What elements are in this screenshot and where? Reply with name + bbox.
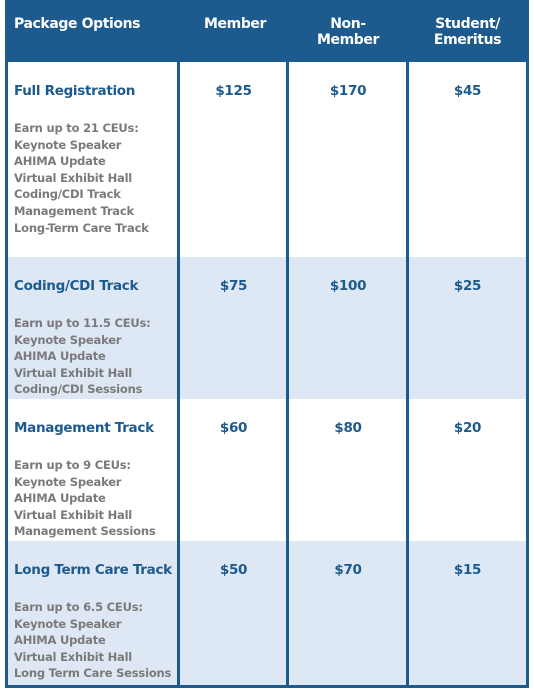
package-detail: Management Track — [14, 204, 134, 218]
price: $20 — [453, 420, 482, 436]
column-divider — [177, 0, 180, 685]
column-header: Member — [204, 16, 267, 32]
package-detail: Long-Term Care Track — [14, 220, 149, 235]
column-header: Non-Member — [316, 16, 380, 48]
row-bg — [8, 541, 526, 685]
package-detail: Earn up to 11.5 CEUs: — [14, 316, 151, 330]
package-detail: Keynote Speaker — [14, 332, 122, 347]
package-detail: Keynote Speaker — [14, 137, 122, 152]
package-detail: Earn up to 9 CEUs: — [14, 458, 131, 472]
package-detail: Virtual Exhibit Hall — [14, 507, 133, 522]
package-detail: Coding/CDI Track — [14, 187, 121, 202]
package-name: Long Term Care Track — [14, 562, 172, 578]
package-detail: Virtual Exhibit Hall — [14, 365, 133, 380]
price: $15 — [453, 562, 482, 578]
price: $100 — [329, 278, 367, 294]
package-detail: AHIMA Update — [14, 154, 106, 169]
price: $25 — [453, 278, 482, 294]
price: $75 — [219, 278, 248, 294]
price: $80 — [334, 420, 362, 436]
pricing-table: Package Options Member Non-Member Student/ … — [5, 0, 529, 688]
row-bg — [8, 399, 526, 541]
package-detail: AHIMA Update — [14, 633, 106, 648]
price: $125 — [215, 83, 252, 99]
package-detail: Coding/CDI Sessions — [14, 382, 143, 397]
price: $50 — [219, 562, 248, 578]
row-bg — [8, 62, 526, 257]
header-bg — [8, 0, 526, 62]
price: $45 — [453, 83, 482, 99]
price: $170 — [329, 83, 367, 99]
package-name: Full Registration — [14, 83, 136, 99]
price: $70 — [334, 562, 362, 578]
package-detail: Long Term Care Sessions — [14, 666, 172, 681]
package-name: Management Track — [14, 420, 154, 436]
package-detail: Keynote Speaker — [14, 616, 122, 631]
price: $60 — [219, 420, 248, 436]
package-name: Coding/CDI Track — [14, 278, 139, 294]
column-divider — [406, 0, 409, 685]
column-header: Package Options — [14, 16, 141, 32]
package-detail: Earn up to 21 CEUs: — [14, 121, 139, 135]
package-detail: Earn up to 6.5 CEUs: — [14, 600, 143, 614]
package-detail: AHIMA Update — [14, 349, 106, 364]
row-bg — [8, 257, 526, 399]
package-detail: AHIMA Update — [14, 491, 106, 506]
column-header: Student/ Emeritus — [433, 16, 502, 48]
package-detail: Management Sessions — [14, 524, 156, 539]
column-divider — [286, 0, 289, 685]
package-detail: Keynote Speaker — [14, 474, 122, 489]
package-detail: Virtual Exhibit Hall — [14, 170, 133, 185]
package-detail: Virtual Exhibit Hall — [14, 649, 133, 664]
